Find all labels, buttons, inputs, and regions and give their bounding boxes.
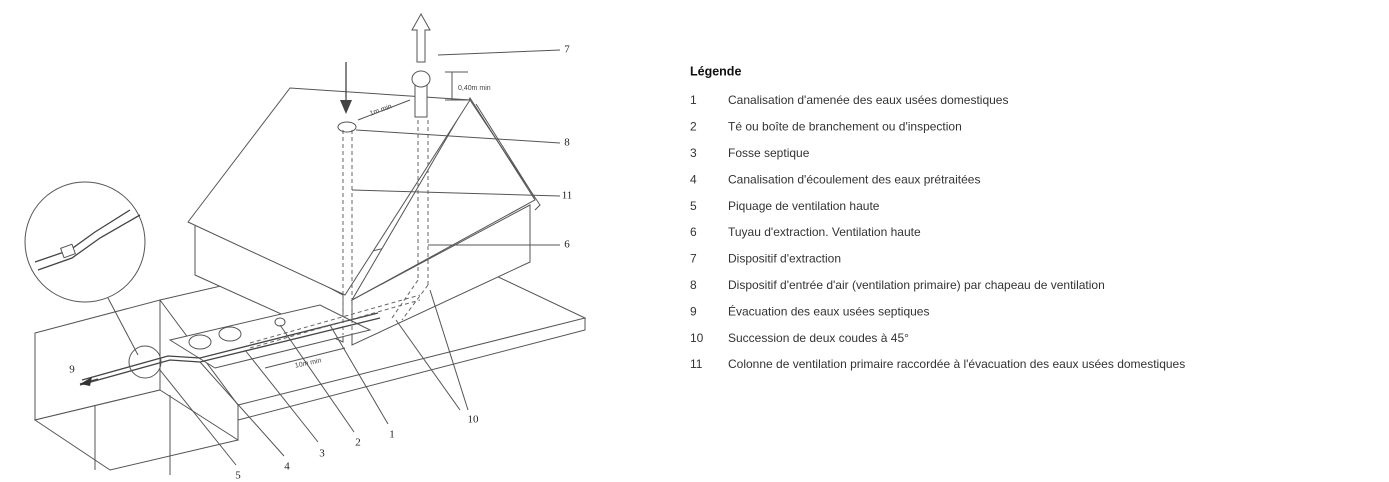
legend-number: 10 — [690, 331, 704, 345]
drawing-rect — [415, 85, 427, 117]
dimension-label: 0,40m min — [458, 85, 491, 92]
legend-number: 9 — [690, 304, 697, 318]
callout-number: 5 — [235, 470, 241, 482]
legend-text: Piquage de ventilation haute — [728, 199, 880, 213]
legend-number: 4 — [690, 172, 697, 186]
legend-number: 8 — [690, 278, 697, 292]
legend-text: Colonne de ventilation primaire raccordé… — [728, 357, 1185, 371]
drawing-ellipse — [412, 71, 430, 87]
legend-text: Succession de deux coudes à 45° — [728, 331, 909, 345]
callout-number: 10 — [468, 414, 480, 426]
callout-number: 4 — [284, 461, 290, 473]
legend-number: 6 — [690, 225, 697, 239]
legend-text: Dispositif d'entrée d'air (ventilation p… — [728, 278, 1105, 292]
callout-number: 2 — [355, 437, 361, 449]
legend-text: Canalisation d'écoulement des eaux prétr… — [728, 172, 980, 186]
legend-text: Té ou boîte de branchement ou d'inspecti… — [728, 120, 962, 134]
diagram-drawing — [25, 14, 585, 475]
legend-text: Fosse septique — [728, 146, 810, 160]
callout-number: 11 — [562, 190, 573, 202]
legend-number: 5 — [690, 199, 697, 213]
callout-number: 8 — [564, 137, 570, 149]
legend-number: 2 — [690, 120, 697, 134]
callout-number: 1 — [389, 429, 395, 441]
callout-number: 6 — [564, 239, 570, 251]
legend-text: Évacuation des eaux usées septiques — [728, 303, 929, 318]
legend-number: 1 — [690, 93, 697, 107]
drawing-circle — [25, 182, 145, 302]
legend-title: Légende — [690, 64, 741, 78]
legend-number: 11 — [690, 357, 703, 371]
legend-text: Canalisation d'amenée des eaux usées dom… — [728, 93, 1008, 107]
page: 78116109543210,40m min1m min10m minLégen… — [0, 0, 1389, 482]
legend-text: Tuyau d'extraction. Ventilation haute — [728, 225, 921, 239]
callout-number: 3 — [319, 448, 325, 460]
drawing-polygon — [412, 14, 430, 62]
legend-number: 7 — [690, 252, 697, 266]
callout-number: 7 — [564, 44, 570, 56]
callout-number: 9 — [69, 364, 75, 376]
legend-text: Dispositif d'extraction — [728, 252, 841, 266]
legend-number: 3 — [690, 146, 697, 160]
drawing-line — [438, 50, 560, 55]
